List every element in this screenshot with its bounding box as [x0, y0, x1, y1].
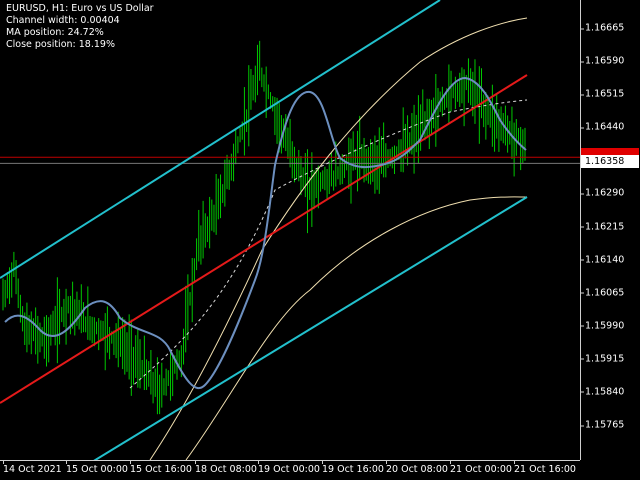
chart-info-panel: EURUSD, H1: Euro vs US Dollar Channel wi…: [6, 3, 154, 51]
time-tick-label: 18 Oct 08:00: [195, 461, 257, 475]
price-tick-label: 1.16590: [580, 55, 625, 67]
price-tick-label: 1.16440: [580, 121, 625, 133]
lower-envelope: [185, 196, 528, 460]
current-price-tag: 1.16358: [581, 155, 639, 168]
price-tick-label: 1.15765: [580, 419, 625, 431]
time-axis[interactable]: 14 Oct 2021 15 Oct 00:00 15 Oct 16:00 18 Oc…: [0, 460, 580, 480]
upper-channel-line: [0, 0, 441, 279]
ma-position-readout: MA position: 24.72%: [6, 27, 104, 38]
mid-dotted-line: [129, 99, 528, 389]
chart-area[interactable]: EURUSD, H1: Euro vs US Dollar Channel wi…: [0, 0, 580, 460]
upper-envelope: [149, 17, 528, 460]
close-position-readout: Close position: 18.19%: [6, 39, 115, 50]
indicator-overlays: [0, 0, 580, 460]
time-tick-label: 14 Oct 2021: [3, 461, 62, 475]
price-tick-label: 1.16215: [580, 221, 625, 232]
time-tick-label: 19 Oct 00:00: [258, 461, 320, 475]
channel-width-readout: Channel width: 0.00404: [6, 15, 120, 26]
time-tick-label: 21 Oct 00:00: [450, 461, 512, 475]
price-tick-label: 1.16065: [580, 287, 625, 299]
time-tick-label: 21 Oct 16:00: [514, 461, 576, 475]
regression-midline: [0, 74, 528, 404]
moving-average-line: [4, 76, 527, 390]
price-chart[interactable]: [0, 0, 580, 460]
price-tick-label: 1.16140: [580, 254, 625, 266]
time-tick-label: 15 Oct 16:00: [130, 461, 192, 475]
symbol-title: EURUSD, H1: Euro vs US Dollar: [6, 3, 154, 14]
time-tick-label: 20 Oct 08:00: [386, 461, 448, 475]
price-tick-label: 1.16515: [580, 88, 625, 100]
time-tick-label: 19 Oct 16:00: [322, 461, 384, 475]
red-level-tag: [581, 148, 639, 156]
price-tick-label: 1.15840: [580, 386, 625, 398]
price-axis[interactable]: 1.16358 1.16665 1.16590 1.16515 1.16440 1.16…: [580, 0, 640, 460]
price-tick-label: 1.16290: [580, 187, 625, 199]
price-tick-label: 1.16665: [580, 22, 625, 34]
time-tick-label: 15 Oct 00:00: [66, 461, 128, 475]
price-tick-label: 1.15990: [580, 320, 625, 332]
lower-channel-line: [93, 196, 528, 460]
price-tick-label: 1.15915: [580, 353, 625, 365]
